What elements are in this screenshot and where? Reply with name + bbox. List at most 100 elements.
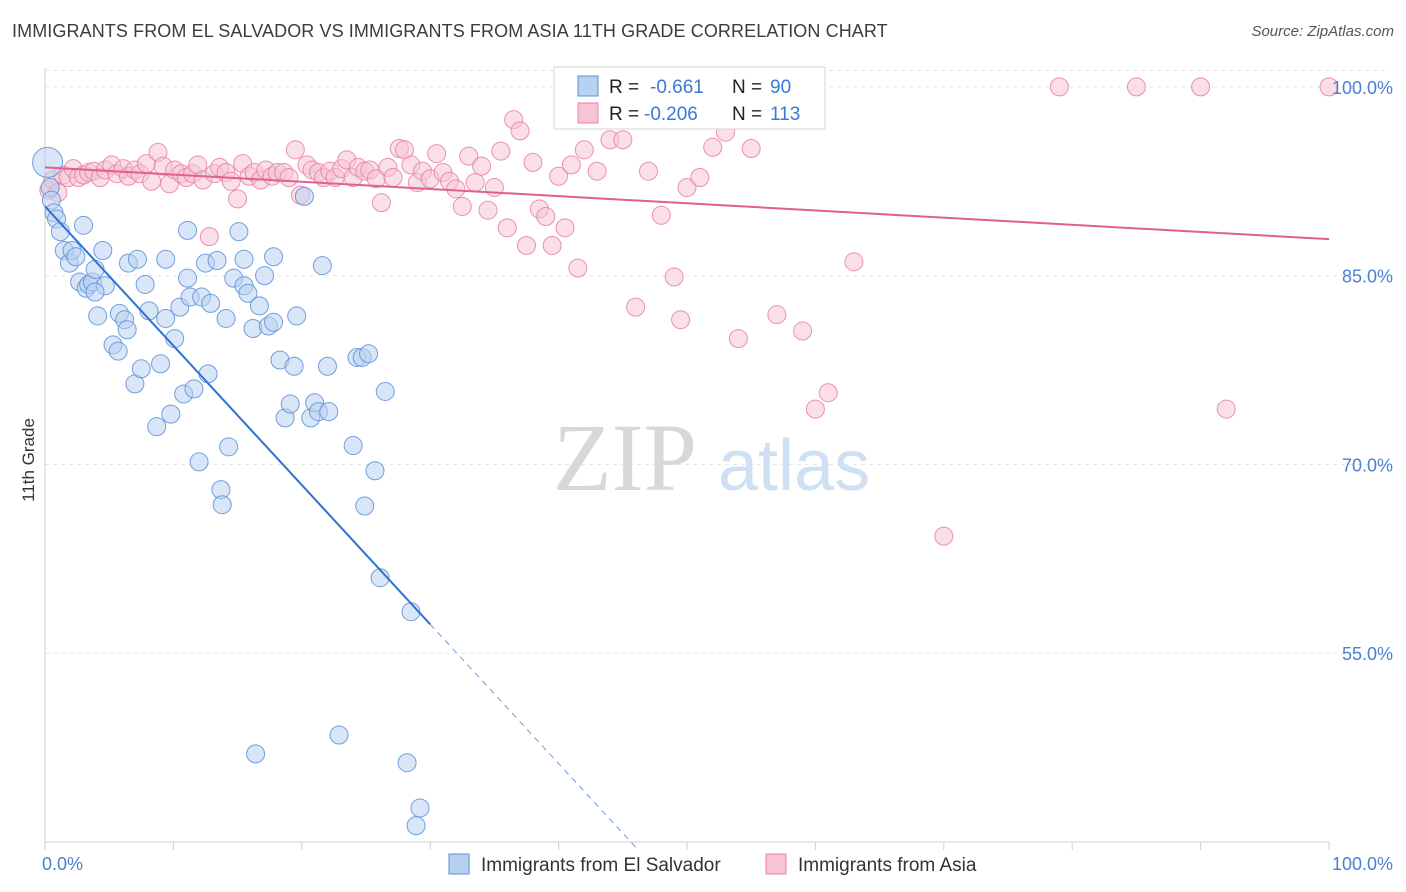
point-el-salvador-44 bbox=[201, 293, 221, 313]
point-asia-89 bbox=[561, 155, 581, 175]
point-el-salvador-0 bbox=[32, 146, 64, 178]
stats-swatch-pink bbox=[577, 102, 599, 124]
point-el-salvador-40 bbox=[189, 452, 209, 472]
point-el-salvador-88 bbox=[117, 320, 137, 340]
point-el-salvador-56 bbox=[246, 744, 266, 764]
trend-line-el-salvador-extension bbox=[429, 623, 637, 848]
point-el-salvador-33 bbox=[161, 404, 181, 424]
point-asia-105 bbox=[741, 139, 761, 159]
point-el-salvador-82 bbox=[375, 381, 395, 401]
watermark-atlas: atlas bbox=[718, 426, 870, 506]
point-asia-109 bbox=[805, 399, 825, 419]
point-el-salvador-73 bbox=[319, 402, 339, 422]
point-asia-104 bbox=[728, 329, 748, 349]
legend-swatch-el-salvador bbox=[448, 853, 470, 875]
point-el-salvador-17 bbox=[93, 240, 113, 260]
point-el-salvador-27 bbox=[135, 274, 155, 294]
stats-r-value-2: -0.206 bbox=[644, 104, 698, 125]
point-asia-75 bbox=[472, 156, 492, 176]
stats-n-value-2: 113 bbox=[770, 104, 800, 125]
point-asia-101 bbox=[690, 167, 710, 187]
point-el-salvador-65 bbox=[284, 356, 304, 376]
y-tick-label-1: 70.0% bbox=[1342, 455, 1393, 475]
point-asia-100 bbox=[677, 178, 697, 198]
point-asia-78 bbox=[491, 141, 511, 161]
stats-n-label-2: N = bbox=[732, 104, 762, 125]
y-tick-labels: 55.0% 70.0% 85.0% 100.0% bbox=[1332, 78, 1393, 664]
data-points bbox=[32, 77, 1339, 836]
point-asia-111 bbox=[844, 252, 864, 272]
point-el-salvador-80 bbox=[365, 461, 385, 481]
point-el-salvador-39 bbox=[184, 379, 204, 399]
point-asia-96 bbox=[638, 161, 658, 181]
point-asia-68 bbox=[427, 144, 447, 164]
point-asia-59 bbox=[371, 193, 391, 213]
point-el-salvador-30 bbox=[151, 354, 171, 374]
point-el-salvador-79 bbox=[359, 344, 379, 364]
point-el-salvador-61 bbox=[264, 312, 284, 332]
y-tick-label-3: 100.0% bbox=[1332, 78, 1393, 98]
point-el-salvador-20 bbox=[108, 341, 128, 361]
point-asia-74 bbox=[465, 173, 485, 193]
point-el-salvador-54 bbox=[238, 283, 258, 303]
point-asia-102 bbox=[703, 137, 723, 157]
point-el-salvador-11 bbox=[74, 215, 94, 235]
point-asia-86 bbox=[542, 235, 562, 255]
point-el-salvador-52 bbox=[234, 249, 254, 269]
point-el-salvador-26 bbox=[131, 359, 151, 379]
point-asia-116 bbox=[1216, 399, 1236, 419]
point-asia-108 bbox=[793, 321, 813, 341]
point-asia-88 bbox=[555, 218, 575, 238]
point-el-salvador-29 bbox=[147, 417, 167, 437]
legend-label-asia: Immigrants from Asia bbox=[798, 855, 977, 876]
trend-line-el-salvador bbox=[44, 205, 431, 625]
stats-r-label-2: R = bbox=[609, 104, 639, 125]
point-el-salvador-25 bbox=[127, 249, 147, 269]
legend-swatch-asia bbox=[765, 853, 787, 875]
point-asia-112 bbox=[934, 526, 954, 546]
point-el-salvador-28 bbox=[139, 301, 159, 321]
point-asia-117 bbox=[1319, 77, 1339, 97]
point-asia-95 bbox=[626, 297, 646, 317]
point-el-salvador-51 bbox=[229, 222, 249, 242]
point-asia-76 bbox=[478, 200, 498, 220]
point-el-salvador-57 bbox=[249, 296, 269, 316]
point-el-salvador-85 bbox=[410, 798, 430, 818]
stats-box: R = -0.661 N = 90 R = -0.206 N = 113 bbox=[553, 66, 826, 130]
point-asia-43 bbox=[279, 167, 299, 187]
point-el-salvador-67 bbox=[294, 186, 314, 206]
point-asia-61 bbox=[383, 167, 403, 187]
point-asia-44 bbox=[285, 140, 305, 160]
point-asia-71 bbox=[446, 179, 466, 199]
point-asia-107 bbox=[767, 305, 787, 325]
stats-n-value-1: 90 bbox=[770, 77, 791, 98]
point-el-salvador-78 bbox=[355, 496, 375, 516]
point-el-salvador-74 bbox=[329, 725, 349, 745]
source-credit: Source: ZipAtlas.com bbox=[1251, 23, 1394, 40]
point-asia-94 bbox=[613, 130, 633, 150]
point-el-salvador-32 bbox=[156, 308, 176, 328]
legend: Immigrants from El Salvador Immigrants f… bbox=[448, 853, 977, 876]
point-asia-115 bbox=[1191, 77, 1211, 97]
point-el-salvador-47 bbox=[212, 495, 232, 515]
point-el-salvador-34 bbox=[165, 329, 185, 349]
stats-r-label-1: R = bbox=[609, 77, 639, 98]
point-el-salvador-16 bbox=[88, 306, 108, 326]
stats-r-value-1: -0.661 bbox=[650, 77, 704, 98]
point-asia-91 bbox=[574, 140, 594, 160]
point-el-salvador-75 bbox=[343, 436, 363, 456]
point-el-salvador-5 bbox=[50, 222, 70, 242]
point-el-salvador-15 bbox=[85, 259, 105, 279]
point-asia-33 bbox=[221, 171, 241, 191]
point-asia-73 bbox=[459, 146, 479, 166]
point-el-salvador-58 bbox=[255, 266, 275, 286]
point-asia-19 bbox=[142, 171, 162, 191]
chart-title: IMMIGRANTS FROM EL SALVADOR VS IMMIGRANT… bbox=[12, 21, 888, 41]
y-tick-label-2: 85.0% bbox=[1342, 267, 1393, 287]
point-asia-72 bbox=[452, 196, 472, 216]
point-el-salvador-48 bbox=[216, 308, 236, 328]
point-el-salvador-71 bbox=[312, 256, 332, 276]
point-asia-79 bbox=[497, 218, 517, 238]
x-tick-label-1: 100.0% bbox=[1332, 854, 1393, 874]
point-el-salvador-89 bbox=[178, 220, 198, 240]
